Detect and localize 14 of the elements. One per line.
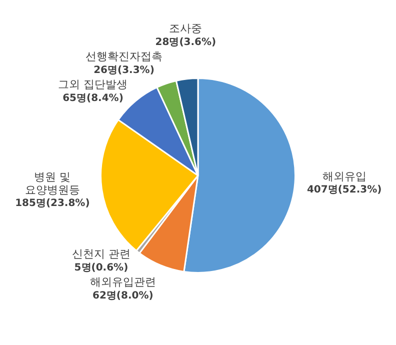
data-label: 28명(3.6%) [155, 36, 216, 48]
data-label: 407명(52.3%) [306, 184, 382, 196]
slice-label: 신천지 관련 [72, 248, 130, 261]
slice-label: 조사중 [169, 22, 202, 36]
data-label: 62명(8.0%) [92, 290, 154, 302]
slice-label: 선행확진자접촉 [85, 50, 162, 64]
data-label: 26명(3.3%) [94, 64, 154, 76]
data-label: 5명(0.6%) [74, 262, 128, 274]
slice-label: 해외유입 [322, 170, 366, 183]
slice-label: 그외 집단발생 [58, 78, 128, 92]
slice-label: 해외유입관련 [90, 276, 156, 289]
data-label: 65명(8.4%) [62, 92, 124, 104]
slice-label: 병원 및 요양병원등 [24, 170, 80, 196]
data-label: 185명(23.8%) [15, 198, 90, 210]
